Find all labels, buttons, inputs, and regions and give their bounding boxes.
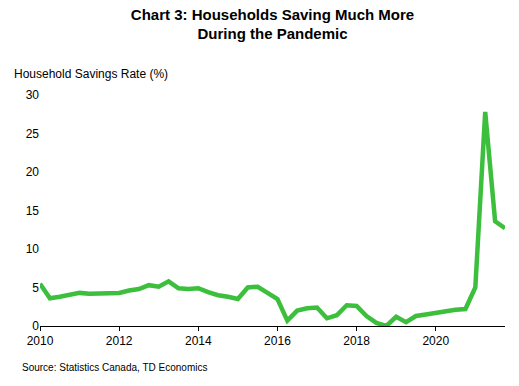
svg-text:10: 10: [26, 242, 40, 256]
svg-text:15: 15: [26, 204, 40, 218]
svg-text:Household Savings Rate (%): Household Savings Rate (%): [14, 67, 168, 81]
svg-text:2012: 2012: [106, 334, 133, 348]
svg-text:2014: 2014: [185, 334, 212, 348]
svg-text:Chart 3: Households Saving Muc: Chart 3: Households Saving Much MoreDuri…: [131, 6, 414, 43]
svg-text:2020: 2020: [422, 334, 449, 348]
svg-text:30: 30: [26, 88, 40, 102]
svg-text:5: 5: [32, 281, 39, 295]
svg-text:Source: Statistics Canada, TD: Source: Statistics Canada, TD Economics: [22, 362, 207, 373]
svg-text:2016: 2016: [264, 334, 291, 348]
svg-text:25: 25: [26, 127, 40, 141]
svg-text:2010: 2010: [27, 334, 54, 348]
svg-text:0: 0: [32, 319, 39, 333]
svg-text:20: 20: [26, 165, 40, 179]
svg-text:2018: 2018: [343, 334, 370, 348]
